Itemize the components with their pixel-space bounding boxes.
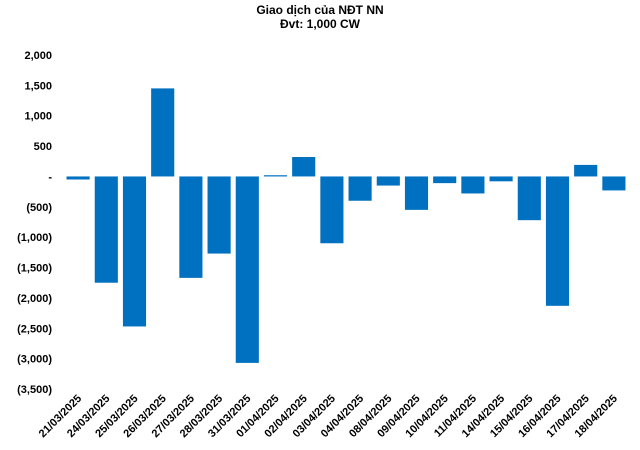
bar bbox=[94, 176, 118, 283]
y-tick-label: 1,000 bbox=[24, 111, 52, 123]
chart-subtitle: Đvt: 1,000 CW bbox=[279, 17, 361, 31]
bar bbox=[179, 176, 203, 278]
bar bbox=[517, 176, 541, 221]
bar bbox=[263, 175, 288, 177]
chart-title: Giao dịch của NĐT NN bbox=[256, 3, 384, 17]
bar bbox=[320, 176, 344, 244]
bar bbox=[207, 176, 231, 254]
bar bbox=[292, 157, 316, 177]
y-tick-label: (1,500) bbox=[17, 263, 52, 275]
bar bbox=[122, 176, 147, 327]
bar bbox=[545, 176, 570, 306]
bar bbox=[433, 176, 457, 184]
bar bbox=[404, 176, 429, 210]
bar bbox=[151, 88, 175, 177]
y-tick-label: (3,000) bbox=[17, 354, 52, 366]
y-tick-label: (3,500) bbox=[17, 384, 52, 396]
bar bbox=[461, 176, 485, 194]
bar bbox=[602, 176, 626, 191]
y-tick-label: (1,000) bbox=[17, 232, 52, 244]
bar bbox=[66, 176, 90, 180]
bar bbox=[574, 164, 598, 177]
y-tick-label: (2,500) bbox=[17, 323, 52, 335]
bar bbox=[235, 176, 259, 363]
bar bbox=[348, 176, 372, 201]
y-tick-label: 500 bbox=[34, 141, 52, 153]
bar bbox=[489, 176, 513, 182]
y-tick-label: (2,000) bbox=[17, 293, 52, 305]
bar bbox=[376, 176, 400, 186]
y-tick-label: (500) bbox=[26, 202, 52, 214]
y-tick-label: - bbox=[48, 171, 52, 183]
y-tick-label: 1,500 bbox=[24, 80, 52, 92]
y-tick-label: 2,000 bbox=[24, 50, 52, 62]
